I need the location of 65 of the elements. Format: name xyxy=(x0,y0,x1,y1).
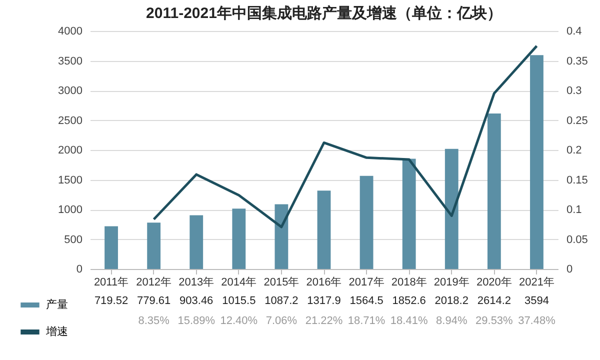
legend-label: 产量 xyxy=(46,298,68,311)
data-label: 1564.5 xyxy=(350,295,384,307)
data-label: 18.41% xyxy=(390,315,428,327)
y-tick-label: 0 xyxy=(76,264,82,276)
line-series xyxy=(152,44,538,228)
data-label: 21.22% xyxy=(305,315,343,327)
bar xyxy=(402,158,416,269)
y2-tick-label: 0.35 xyxy=(566,55,588,68)
x-tick-label: 2018年 xyxy=(391,276,427,288)
data-label: 15.89% xyxy=(178,315,216,327)
bar xyxy=(317,190,331,269)
bar xyxy=(190,215,204,269)
data-label: 1087.2 xyxy=(264,295,298,307)
y2-tick-label: 0 xyxy=(566,264,573,276)
data-label: 37.48% xyxy=(518,315,556,327)
x-tick-label: 2020年 xyxy=(476,276,512,288)
y2-tick-label: 0.05 xyxy=(566,234,588,246)
data-label: 1852.6 xyxy=(392,295,426,307)
x-tick-label: 2015年 xyxy=(264,276,300,288)
x-tick-label: 2019年 xyxy=(434,276,470,288)
y-tick-label: 2000 xyxy=(58,144,82,156)
data-label: 903.46 xyxy=(180,295,214,307)
data-label: 8.35% xyxy=(138,315,170,327)
y2-tick-label: 0.2 xyxy=(566,144,582,156)
data-label: 29.53% xyxy=(476,315,514,327)
x-tick-label: 2016年 xyxy=(306,276,342,288)
y-tick-label: 500 xyxy=(64,234,82,246)
data-label: 8.94% xyxy=(436,315,468,327)
x-tick-label: 2013年 xyxy=(178,276,214,288)
data-label: 1317.9 xyxy=(307,295,341,307)
x-tick-label: 2017年 xyxy=(348,276,384,288)
y-tick-label: 1500 xyxy=(58,174,82,186)
data-label: 7.06% xyxy=(266,315,298,327)
x-tick-label: 2021年 xyxy=(518,276,554,288)
y-tick-label: 4000 xyxy=(58,26,82,38)
data-label: 18.71% xyxy=(348,315,386,327)
bar xyxy=(360,176,374,269)
bar xyxy=(444,148,458,269)
y2-tick-label: 0.1 xyxy=(566,204,582,216)
y2-tick-label: 0.15 xyxy=(566,174,588,186)
data-label: 2614.2 xyxy=(477,295,512,307)
bar xyxy=(104,226,118,269)
y2-tick-label: 0.3 xyxy=(566,85,582,97)
data-label: 3594 xyxy=(524,295,549,307)
bar xyxy=(147,222,161,269)
x-tick-label: 2011年 xyxy=(94,276,129,288)
bar xyxy=(530,55,544,269)
bar xyxy=(487,113,501,269)
legend-label: 增速 xyxy=(45,325,68,338)
data-label: 2018.2 xyxy=(434,295,468,307)
bar xyxy=(274,204,288,269)
x-tick-label: 2014年 xyxy=(221,276,257,288)
bar xyxy=(232,208,246,269)
data-label: 719.52 xyxy=(94,295,128,307)
data-label: 1015.5 xyxy=(222,295,256,307)
data-label: 12.40% xyxy=(220,315,258,327)
y2-tick-label: 0.4 xyxy=(566,26,582,38)
y-tick-label: 3500 xyxy=(58,55,82,68)
y2-tick-label: 0.25 xyxy=(566,114,588,127)
data-label: 779.61 xyxy=(136,295,171,307)
y-tick-label: 2500 xyxy=(58,114,82,127)
chart-title: 2011-2021年中国集成电路产量及增速（单位：亿块） xyxy=(146,5,502,22)
x-tick-label: 2012年 xyxy=(136,276,172,288)
y-tick-label: 3000 xyxy=(58,85,82,97)
y-tick-label: 1000 xyxy=(58,204,82,216)
